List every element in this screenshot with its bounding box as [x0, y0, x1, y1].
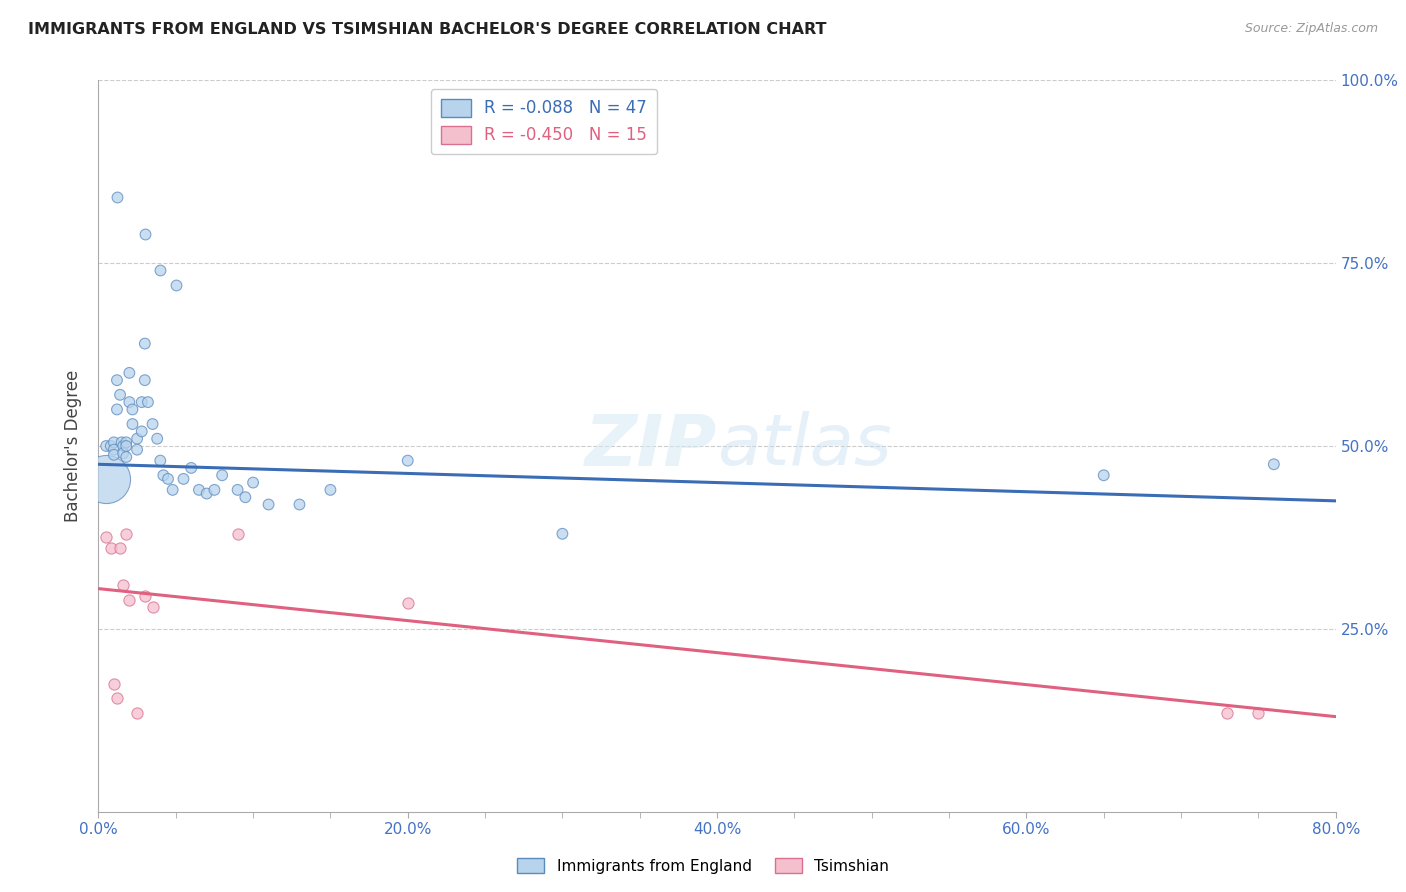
Point	[112, 446, 135, 460]
Point	[115, 526, 138, 541]
Point	[96, 472, 118, 486]
Point	[1247, 706, 1270, 720]
Point	[134, 373, 156, 387]
Point	[134, 227, 156, 241]
Point	[103, 442, 125, 457]
Point	[165, 278, 187, 293]
Point	[108, 541, 131, 556]
Point	[118, 395, 141, 409]
Point	[157, 472, 180, 486]
Point	[1216, 706, 1239, 720]
Text: ZIP: ZIP	[585, 411, 717, 481]
Point	[127, 706, 149, 720]
Point	[115, 435, 138, 450]
Point	[121, 417, 143, 431]
Point	[115, 439, 138, 453]
Point	[180, 461, 202, 475]
Point	[105, 402, 128, 417]
Point	[121, 402, 143, 417]
Legend: Immigrants from England, Tsimshian: Immigrants from England, Tsimshian	[510, 852, 896, 880]
Point	[551, 526, 574, 541]
Point	[118, 366, 141, 380]
Point	[1092, 468, 1115, 483]
Point	[100, 541, 122, 556]
Point	[112, 439, 135, 453]
Point	[152, 468, 174, 483]
Point	[103, 448, 125, 462]
Point	[100, 439, 122, 453]
Point	[96, 439, 118, 453]
Point	[146, 432, 169, 446]
Point	[242, 475, 264, 490]
Point	[127, 442, 149, 457]
Point	[173, 472, 195, 486]
Point	[288, 498, 311, 512]
Point	[211, 468, 233, 483]
Point	[162, 483, 184, 497]
Point	[127, 432, 149, 446]
Point	[136, 395, 159, 409]
Point	[257, 498, 280, 512]
Text: IMMIGRANTS FROM ENGLAND VS TSIMSHIAN BACHELOR'S DEGREE CORRELATION CHART: IMMIGRANTS FROM ENGLAND VS TSIMSHIAN BAC…	[28, 22, 827, 37]
Point	[103, 435, 125, 450]
Point	[188, 483, 211, 497]
Point	[111, 435, 134, 450]
Point	[142, 417, 165, 431]
Point	[149, 453, 172, 467]
Point	[96, 530, 118, 544]
Point	[396, 596, 419, 610]
Point	[134, 336, 156, 351]
Point	[226, 483, 249, 497]
Point	[103, 676, 125, 690]
Legend: R = -0.088   N = 47, R = -0.450   N = 15: R = -0.088 N = 47, R = -0.450 N = 15	[430, 88, 657, 154]
Point	[105, 691, 128, 706]
Point	[195, 486, 218, 500]
Point	[108, 388, 131, 402]
Text: atlas: atlas	[717, 411, 891, 481]
Point	[134, 589, 156, 603]
Point	[131, 425, 153, 439]
Point	[396, 453, 419, 467]
Y-axis label: Bachelor's Degree: Bachelor's Degree	[65, 370, 83, 522]
Point	[115, 450, 138, 464]
Point	[1263, 458, 1285, 472]
Text: Source: ZipAtlas.com: Source: ZipAtlas.com	[1244, 22, 1378, 36]
Point	[204, 483, 226, 497]
Point	[105, 373, 128, 387]
Point	[112, 578, 135, 592]
Point	[142, 599, 165, 614]
Point	[226, 526, 249, 541]
Point	[118, 592, 141, 607]
Point	[105, 190, 128, 204]
Point	[235, 490, 257, 504]
Point	[149, 263, 172, 277]
Point	[131, 395, 153, 409]
Point	[319, 483, 342, 497]
